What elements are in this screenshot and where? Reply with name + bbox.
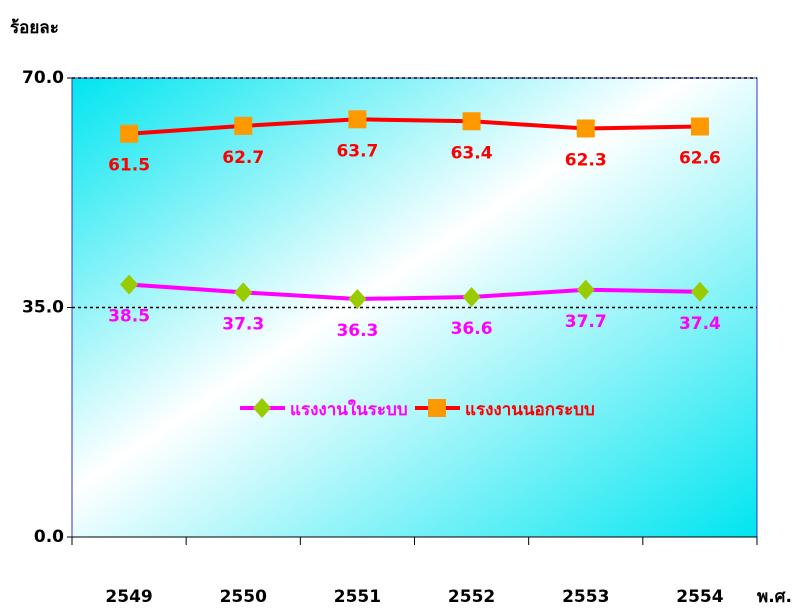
data-label: 38.5 [108,307,150,327]
legend-marker [253,398,271,418]
data-label: 62.6 [679,149,721,169]
series-line [128,282,700,301]
data-label: 36.3 [336,321,378,341]
data-point [348,288,367,309]
data-point [576,279,595,300]
data-point [690,117,709,136]
x-tick-label: 2549 [105,587,152,607]
legend-label: แรงงานนอกระบบ [465,400,595,420]
data-point [462,287,481,308]
legend-marker [428,399,446,417]
data-point [576,119,595,138]
data-point [348,110,367,129]
data-point [234,282,253,303]
y-tick-label: 0.0 [34,527,64,547]
data-point [234,116,253,135]
data-point [690,281,709,302]
data-label: 62.7 [222,148,264,168]
data-point [462,112,481,131]
y-tick-label: 35.0 [22,298,64,318]
x-axis-label: พ.ศ. [757,587,792,607]
data-label: 63.7 [336,141,378,161]
data-label: 36.6 [451,319,493,339]
y-axis-label: ร้อยละ [10,18,59,38]
series-line [128,117,700,136]
data-label: 62.3 [565,150,607,170]
data-label: 37.3 [222,314,264,334]
data-point [120,124,139,143]
data-label: 63.4 [451,143,493,163]
x-tick-label: 2553 [562,587,609,607]
data-point [120,274,139,295]
data-label: 37.7 [565,312,607,332]
data-label: 37.4 [679,314,721,334]
x-tick-label: 2550 [220,587,267,607]
legend-label: แรงงานในระบบ [290,399,408,420]
y-tick-label: 70.0 [22,68,64,88]
x-tick-label: 2554 [676,587,723,607]
data-label: 61.5 [108,156,150,176]
x-tick-label: 2552 [448,587,495,607]
x-tick-label: 2551 [334,587,381,607]
